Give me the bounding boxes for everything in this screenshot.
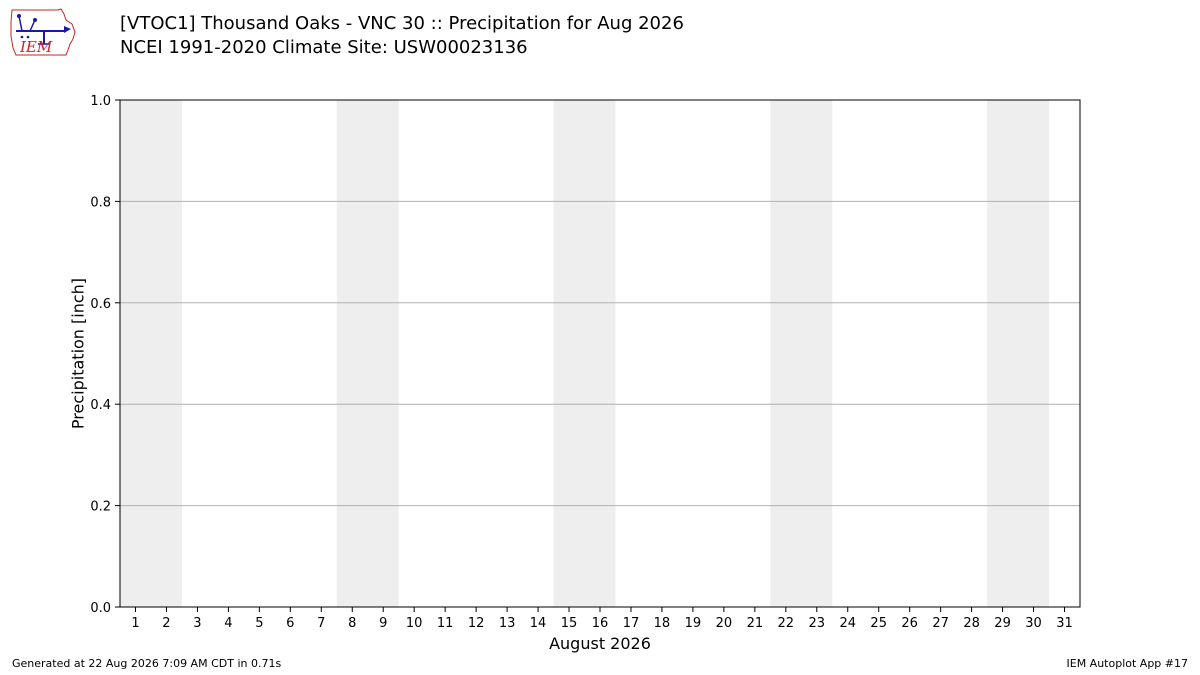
weekend-band	[770, 100, 833, 607]
x-tick-label: 4	[224, 616, 232, 631]
logo-text: IEM	[19, 38, 53, 56]
x-tick-label: 23	[809, 616, 826, 631]
app-label: IEM Autoplot App #17	[1066, 657, 1189, 670]
x-tick-label: 31	[1056, 616, 1073, 631]
x-tick-label: 25	[870, 616, 887, 631]
x-axis: 1 2 3 4 5 6 7 8 9 10 11 12 13 14 15 16 17 18 19 20 21 22 23 24 2…	[131, 607, 1073, 631]
x-tick-label: 20	[716, 616, 733, 631]
y-tick-label: 0.4	[90, 398, 111, 413]
x-tick-label: 6	[286, 616, 294, 631]
weather-station-icon	[16, 14, 71, 45]
y-gridlines	[120, 200, 1080, 507]
chart-title: [VTOC1] Thousand Oaks - VNC 30 :: Precip…	[120, 13, 684, 34]
x-tick-label: 24	[839, 616, 856, 631]
x-tick-label: 13	[499, 616, 516, 631]
x-tick-label: 3	[193, 616, 201, 631]
x-tick-label: 28	[963, 616, 980, 631]
weekend-bands	[120, 100, 1050, 607]
y-axis-label: Precipitation [inch]	[69, 278, 88, 429]
weekend-band	[120, 100, 182, 607]
x-tick-label: 11	[437, 616, 454, 631]
y-axis: 0.0 0.2 0.4 0.6 0.8 1.0	[90, 94, 120, 616]
x-tick-label: 16	[592, 616, 609, 631]
x-tick-label: 10	[406, 616, 423, 631]
x-tick-label: 7	[317, 616, 325, 631]
x-tick-label: 12	[468, 616, 485, 631]
x-axis-label: August 2026	[549, 634, 651, 653]
weekend-band	[987, 100, 1050, 607]
iem-logo-icon: IEM	[10, 8, 76, 56]
y-tick-label: 0.6	[90, 297, 111, 312]
x-tick-label: 29	[994, 616, 1011, 631]
y-tick-label: 1.0	[90, 94, 111, 109]
y-tick-label: 0.0	[90, 601, 111, 616]
x-tick-label: 9	[379, 616, 387, 631]
chart-subtitle: NCEI 1991-2020 Climate Site: USW00023136	[120, 37, 528, 58]
iowa-outline	[10, 8, 76, 56]
x-tick-label: 8	[348, 616, 356, 631]
x-tick-label: 15	[561, 616, 578, 631]
y-tick-label: 0.8	[90, 195, 111, 210]
x-tick-label: 22	[778, 616, 795, 631]
x-tick-label: 1	[131, 616, 139, 631]
generated-timestamp: Generated at 22 Aug 2026 7:09 AM CDT in …	[12, 657, 282, 670]
iem-logo: IEM	[8, 6, 82, 60]
weekend-band	[336, 100, 399, 607]
weekend-band	[553, 100, 616, 607]
y-tick-label: 0.2	[90, 500, 111, 515]
x-tick-label: 27	[932, 616, 949, 631]
x-tick-label: 26	[901, 616, 918, 631]
x-tick-label: 19	[685, 616, 702, 631]
x-tick-label: 5	[255, 616, 263, 631]
x-tick-label: 21	[747, 616, 764, 631]
x-tick-label: 18	[654, 616, 671, 631]
x-tick-label: 2	[162, 616, 170, 631]
x-tick-label: 14	[530, 616, 547, 631]
x-tick-label: 30	[1025, 616, 1042, 631]
x-tick-label: 17	[623, 616, 640, 631]
